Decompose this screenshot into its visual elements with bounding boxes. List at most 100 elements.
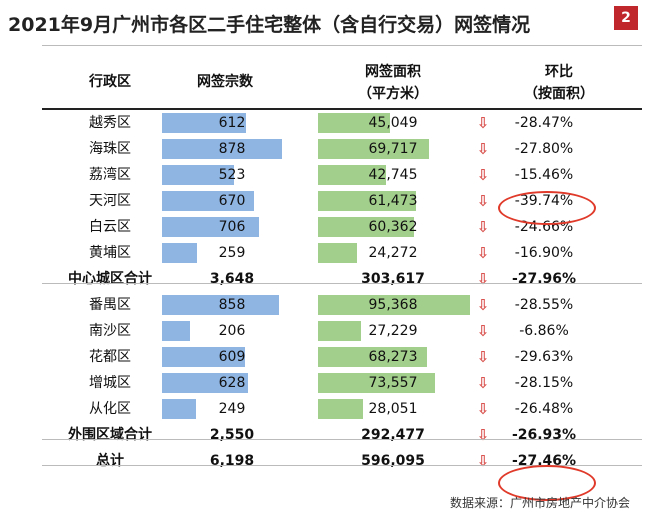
area-value: 28,051 <box>368 401 418 417</box>
table-row: 增城区 628 73,557 ⇩ -28.15% <box>0 370 650 396</box>
count-value: 6,198 <box>209 453 255 469</box>
count-bar <box>162 347 245 367</box>
down-arrow-icon: ⇩ <box>476 426 490 444</box>
area-value: 73,557 <box>368 375 418 391</box>
highlight-oval-tianhe <box>498 191 596 225</box>
ratio-value: -27.96% <box>511 271 577 287</box>
count-value: 670 <box>218 193 246 209</box>
count-value: 609 <box>218 349 246 365</box>
table-row: 海珠区 878 69,717 ⇩ -27.80% <box>0 136 650 162</box>
count-bar <box>162 217 259 237</box>
divider-central <box>42 283 642 284</box>
area-value: 68,273 <box>368 349 418 365</box>
divider-outer <box>42 439 642 440</box>
area-value: 27,229 <box>368 323 418 339</box>
area-value: 303,617 <box>361 271 425 287</box>
area-bar <box>318 295 470 315</box>
district-name: 中心城区合计 <box>68 271 152 287</box>
down-arrow-icon: ⇩ <box>476 374 490 392</box>
header-ratio-line2: （按面积） <box>524 86 594 102</box>
ratio-value: -28.55% <box>514 297 574 313</box>
count-bar <box>162 399 196 419</box>
area-value: 61,473 <box>368 193 418 209</box>
top-rule <box>42 45 642 46</box>
source-note: 数据来源：广州市房地产中介协会 <box>449 496 630 510</box>
table-row: 越秀区 612 45,049 ⇩ -28.47% <box>0 110 650 136</box>
area-value: 95,368 <box>368 297 418 313</box>
area-value: 69,717 <box>368 141 418 157</box>
ratio-value: -26.48% <box>514 401 574 417</box>
ratio-value: -26.93% <box>511 427 577 443</box>
down-arrow-icon: ⇩ <box>476 348 490 366</box>
count-value: 878 <box>218 141 246 157</box>
down-arrow-icon: ⇩ <box>476 218 490 236</box>
ratio-value: -27.80% <box>514 141 574 157</box>
down-arrow-icon: ⇩ <box>476 140 490 158</box>
ratio-value: -28.47% <box>514 115 574 131</box>
district-name: 外围区域合计 <box>68 427 152 443</box>
count-bar <box>162 373 248 393</box>
area-bar <box>318 347 427 367</box>
down-arrow-icon: ⇩ <box>476 270 490 288</box>
header-area-line1: 网签面积 <box>365 64 421 80</box>
table-row: 南沙区 206 27,229 ⇩ -6.86% <box>0 318 650 344</box>
district-name: 花都区 <box>89 349 131 365</box>
district-name: 海珠区 <box>89 141 131 157</box>
area-bar <box>318 113 390 133</box>
down-arrow-icon: ⇩ <box>476 192 490 210</box>
down-arrow-icon: ⇩ <box>476 400 490 418</box>
area-value: 42,745 <box>368 167 418 183</box>
ratio-value: -15.46% <box>514 167 574 183</box>
count-value: 612 <box>218 115 246 131</box>
count-bar <box>162 139 282 159</box>
area-bar <box>318 321 361 341</box>
district-name: 南沙区 <box>89 323 131 339</box>
down-arrow-icon: ⇩ <box>476 452 490 470</box>
count-value: 259 <box>218 245 246 261</box>
header-ratio-line1: 环比 <box>545 64 573 80</box>
area-bar <box>318 399 363 419</box>
count-value: 523 <box>218 167 246 183</box>
district-name: 天河区 <box>89 193 131 209</box>
count-value: 628 <box>218 375 246 391</box>
area-value: 596,095 <box>361 453 425 469</box>
district-name: 增城区 <box>89 375 131 391</box>
down-arrow-icon: ⇩ <box>476 166 490 184</box>
ratio-value: -29.63% <box>514 349 574 365</box>
table-row: 花都区 609 68,273 ⇩ -29.63% <box>0 344 650 370</box>
area-bar <box>318 217 414 237</box>
table-row: 荔湾区 523 42,745 ⇩ -15.46% <box>0 162 650 188</box>
area-value: 60,362 <box>368 219 418 235</box>
table-row: 番禺区 858 95,368 ⇩ -28.55% <box>0 292 650 318</box>
down-arrow-icon: ⇩ <box>476 244 490 262</box>
header-area-line2: （平方米） <box>358 86 428 102</box>
page-title: 2021年9月广州市各区二手住宅整体（含自行交易）网签情况 <box>8 14 531 36</box>
area-bar <box>318 165 386 185</box>
count-value: 206 <box>218 323 246 339</box>
count-bar <box>162 243 197 263</box>
highlight-oval-total <box>498 465 596 501</box>
ratio-value: -6.86% <box>519 323 569 339</box>
ratio-value: -16.90% <box>514 245 574 261</box>
area-value: 24,272 <box>368 245 418 261</box>
header-district: 行政区 <box>89 74 131 90</box>
count-value: 3,648 <box>209 271 255 287</box>
count-bar <box>162 165 234 185</box>
down-arrow-icon: ⇩ <box>476 296 490 314</box>
district-name: 荔湾区 <box>89 167 131 183</box>
district-name: 番禺区 <box>89 297 131 313</box>
count-value: 2,550 <box>209 427 255 443</box>
count-bar <box>162 191 254 211</box>
ratio-value: -28.15% <box>514 375 574 391</box>
page-badge: 2 <box>614 6 638 30</box>
count-bar <box>162 295 279 315</box>
table-row: 从化区 249 28,051 ⇩ -26.48% <box>0 396 650 422</box>
count-value: 249 <box>218 401 246 417</box>
area-bar <box>318 191 416 211</box>
count-value: 706 <box>218 219 246 235</box>
header-rule <box>42 108 642 110</box>
count-value: 858 <box>218 297 246 313</box>
table-row: 黄埔区 259 24,272 ⇩ -16.90% <box>0 240 650 266</box>
divider-total <box>42 465 642 466</box>
district-name: 越秀区 <box>89 115 131 131</box>
